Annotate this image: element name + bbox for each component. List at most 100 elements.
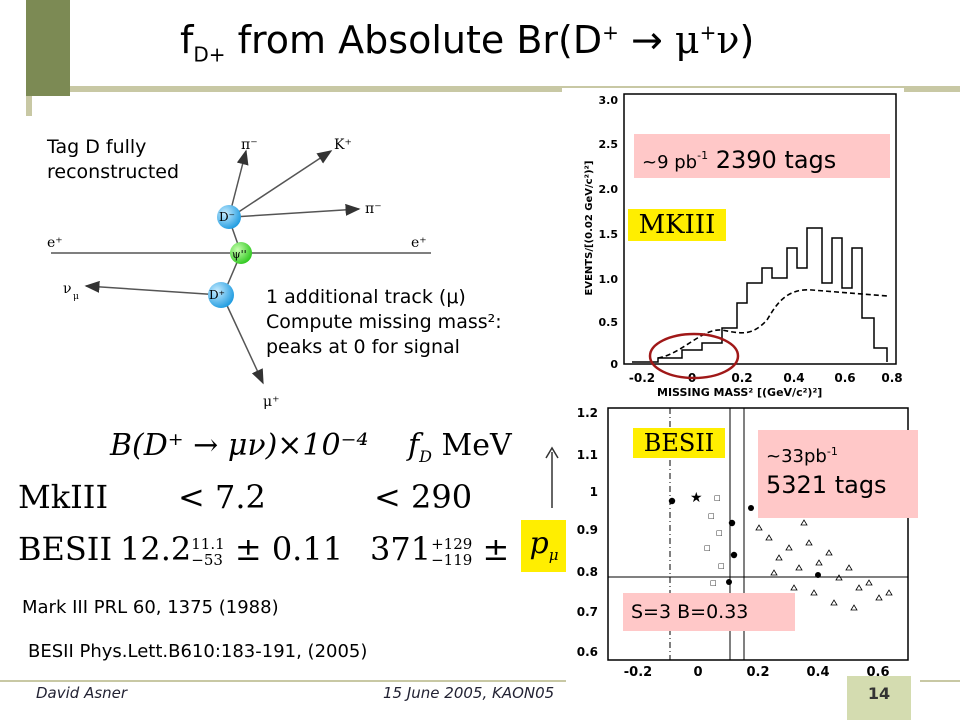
mk3-x-tick-2: 0.2 xyxy=(731,371,752,385)
mk3-lumi-sup: -1 xyxy=(697,149,709,162)
mk3-lumi: ~9 pb xyxy=(642,152,698,173)
left-bar xyxy=(26,96,32,116)
mu-label: μ⁺ xyxy=(263,394,280,410)
tag-text-line1: Tag D fully xyxy=(47,136,147,158)
fd-unit: MeV xyxy=(431,428,512,463)
top-bar xyxy=(70,86,960,92)
bes-x-tick-2: 0.2 xyxy=(746,665,769,680)
bes-x-tick-0: -0.2 xyxy=(624,665,652,680)
p-mu-label: p xyxy=(529,526,549,561)
reference-bes2: BESII Phys.Lett.B610:183-191, (2005) xyxy=(28,641,368,662)
bes-tags: 5321 tags xyxy=(766,471,887,499)
title-f: f xyxy=(180,18,194,62)
title-mid: from Absolute Br(D xyxy=(225,18,603,62)
bottom-bar xyxy=(0,680,960,682)
row-mk3-br: < 7.2 xyxy=(178,478,266,516)
bes-star-point: ★ xyxy=(690,490,703,506)
bes-br-err: ± 0.11 xyxy=(224,530,344,568)
psi-ball xyxy=(230,242,252,264)
nu-label: ν xyxy=(63,281,72,297)
tag-text-line2: reconstructed xyxy=(47,161,180,183)
e-left-label: e⁺ xyxy=(47,235,63,251)
bes-y-tick-1: 1.1 xyxy=(577,448,598,462)
event-diagram: π⁻ K⁺ D⁻ π⁻ e⁺ ψ'' e⁺ D⁺ ν μ μ⁺ Tag D fu… xyxy=(40,120,442,417)
bes-x-tick-1: 0 xyxy=(693,665,702,680)
bes-signal-background: S=3 B=0.33 xyxy=(623,593,795,631)
kaon-label: K⁺ xyxy=(334,137,352,153)
mk3-x-tick-4: 0.6 xyxy=(834,371,855,385)
corner-block xyxy=(26,0,70,96)
bes-y-tick-2: 1 xyxy=(590,485,598,499)
footer-event: 15 June 2005, KAON05 xyxy=(383,684,555,702)
title-mu: μ xyxy=(674,18,700,62)
note-line3: peaks at 0 for signal xyxy=(266,336,460,358)
title-post: ) xyxy=(739,18,755,62)
bes-y-tick-3: 0.9 xyxy=(577,523,598,537)
mk3-label: MKIII xyxy=(628,209,726,241)
bes-fd-minus: −119 xyxy=(431,550,473,569)
title-sub: D+ xyxy=(193,42,226,67)
bes-label: BESII xyxy=(633,428,725,458)
analysis-notes: 1 additional track (μ) Compute missing m… xyxy=(266,285,502,360)
svg-text:□: □ xyxy=(708,512,715,520)
tag-text: Tag D fully reconstructed xyxy=(47,135,179,185)
mk3-y-tick-6: 0 xyxy=(610,358,618,371)
row-mk3-experiment: MkIII xyxy=(18,478,109,516)
e-right-label: e⁺ xyxy=(411,235,427,251)
event-diagram-svg: π⁻ K⁺ D⁻ π⁻ e⁺ ψ'' e⁺ D⁺ ν μ μ⁺ xyxy=(47,137,431,410)
mk3-x-tick-5: 0.8 xyxy=(881,371,902,385)
bes-br-minus: −53 xyxy=(191,550,223,569)
d-plus-ball xyxy=(208,282,234,308)
note-line2: Compute missing mass²: xyxy=(266,311,502,333)
bes-plot-svg: 1.21.110.90.80.70.6 -0.2 0 0.2 0.4 0.6 xyxy=(577,406,909,680)
p-mu-sub: μ xyxy=(548,546,559,564)
p-mu-highlight: pμ xyxy=(521,520,567,572)
bes-x-tick-3: 0.4 xyxy=(806,665,829,680)
svg-text:□: □ xyxy=(714,494,721,502)
nu-sub-label: μ xyxy=(73,292,79,302)
title-sup: + xyxy=(602,20,619,45)
d-minus-ball xyxy=(217,205,241,229)
bes-fd-value: 371 xyxy=(370,530,432,568)
bes-y-tick-5: 0.7 xyxy=(577,605,598,619)
psi-label: ψ'' xyxy=(232,248,247,261)
fd-symbol: f xyxy=(408,428,420,463)
mk3-y-tick-1: 2.5 xyxy=(599,138,619,151)
reference-mark3: Mark III PRL 60, 1375 (1988) xyxy=(22,597,279,618)
bes-y-tick-6: 0.6 xyxy=(577,645,598,659)
page-number: 14 xyxy=(847,676,911,720)
bes-y-tick-0: 1.2 xyxy=(577,406,598,420)
row-bes-experiment: BESII xyxy=(18,530,113,568)
bes-br-value: 12.2 xyxy=(120,530,192,568)
bes-lumi-sup: -1 xyxy=(826,445,838,458)
svg-text:□: □ xyxy=(718,562,725,570)
mk3-plot-svg: 3.02.52.01.51.00.50 -0.2 0 0.2 0.4 0.6 0.8 EV… xyxy=(584,93,903,399)
title-arrow: → xyxy=(618,18,675,62)
title-nu: ν xyxy=(716,18,740,62)
mk3-tags: 2390 tags xyxy=(708,146,837,174)
pi-top-label: π⁻ xyxy=(241,137,258,153)
table-header-br: B(D⁺ → μν)×10⁻⁴ xyxy=(110,428,369,463)
bes-tag-info: ~33pb-1 5321 tags xyxy=(758,430,918,518)
row-mk3-fd: < 290 xyxy=(374,478,473,516)
slide-title: fD+ from Absolute Br(D+ → μ+ν) xyxy=(180,18,754,67)
pi-right-label: π⁻ xyxy=(365,201,382,217)
fd-sub: D xyxy=(419,447,432,466)
d-plus-label: D⁺ xyxy=(209,288,225,302)
mk3-y-tick-5: 0.5 xyxy=(599,316,619,329)
d-minus-label: D⁻ xyxy=(219,210,235,224)
mk3-x-tick-3: 0.4 xyxy=(783,371,804,385)
bes-background-points xyxy=(755,519,893,611)
mk3-xlabel: MISSING MASS² [(GeV/c²)²] xyxy=(657,386,822,399)
bes-signal-points xyxy=(668,497,821,585)
mk3-y-tick-2: 2.0 xyxy=(599,183,619,196)
bes-lumi: ~33pb xyxy=(766,446,827,467)
mk3-y-tick-0: 3.0 xyxy=(599,94,619,107)
bes-br-plus: 11.1 xyxy=(191,534,225,553)
mk3-ylabel: EVENTS/[(0.02 GeV/c²)²] xyxy=(584,161,595,296)
svg-text:□: □ xyxy=(704,544,711,552)
bes-fd-plus: +129 xyxy=(431,534,473,553)
svg-text:□: □ xyxy=(710,579,717,587)
note-line1: 1 additional track (μ) xyxy=(266,286,466,308)
title-sup2: + xyxy=(699,20,717,45)
